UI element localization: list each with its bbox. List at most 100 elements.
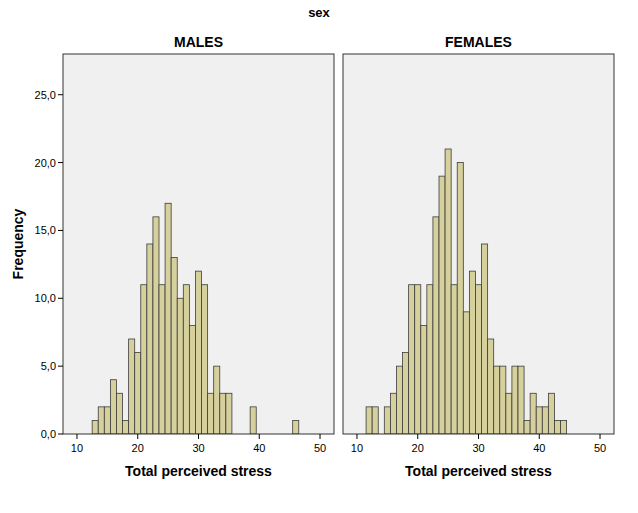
bar — [293, 420, 299, 434]
bar — [153, 217, 159, 434]
bar — [554, 420, 560, 434]
bar — [524, 420, 530, 434]
bar — [415, 285, 421, 434]
bar — [135, 353, 141, 434]
bar — [506, 393, 512, 434]
bar — [189, 325, 195, 434]
bar — [445, 149, 451, 434]
y-tick-label: 10,0 — [35, 292, 56, 304]
bar — [220, 393, 226, 434]
plot-frame — [343, 54, 614, 434]
x-tick-label: 20 — [412, 442, 424, 454]
bar — [488, 339, 494, 434]
bar — [104, 407, 110, 434]
bar — [421, 325, 427, 434]
bar — [403, 353, 409, 434]
bar — [92, 420, 98, 434]
bar — [123, 420, 129, 434]
bar — [530, 393, 536, 434]
x-tick — [76, 434, 77, 439]
panel-title: MALES — [174, 34, 223, 50]
bar — [469, 271, 475, 434]
x-tick — [478, 434, 479, 439]
x-tick-label: 40 — [253, 442, 265, 454]
bar — [250, 407, 256, 434]
bar — [475, 285, 481, 434]
bar — [427, 285, 433, 434]
x-tick-label: 30 — [192, 442, 204, 454]
x-tick-label: 50 — [314, 442, 326, 454]
bar — [195, 271, 201, 434]
bar — [500, 366, 506, 434]
y-tick — [58, 162, 63, 163]
plot-frame — [63, 54, 334, 434]
x-tick — [600, 434, 601, 439]
bar — [372, 407, 378, 434]
title: sex — [308, 5, 330, 20]
bar — [98, 407, 104, 434]
bar — [171, 258, 177, 434]
bar — [409, 285, 415, 434]
bar — [177, 298, 183, 434]
y-tick-label: 15,0 — [35, 224, 56, 236]
plot-background — [343, 54, 614, 434]
bar — [433, 217, 439, 434]
bar — [494, 366, 500, 434]
y-tick — [58, 434, 63, 435]
x-tick-label: 10 — [351, 442, 363, 454]
bar — [439, 176, 445, 434]
x-tick — [539, 434, 540, 439]
bar — [110, 380, 116, 434]
x-tick — [356, 434, 357, 439]
bar — [141, 285, 147, 434]
bar — [390, 393, 396, 434]
x-tick-label: 40 — [533, 442, 545, 454]
y-tick — [58, 298, 63, 299]
bar — [384, 407, 390, 434]
bar — [457, 163, 463, 434]
x-tick — [198, 434, 199, 439]
x-tick — [137, 434, 138, 439]
y-tick-label: 20,0 — [35, 157, 56, 169]
bar — [214, 366, 220, 434]
x-axis-label: Total perceived stress — [405, 463, 552, 479]
panel-title: FEMALES — [445, 34, 512, 50]
bar — [159, 285, 165, 434]
bar — [451, 285, 457, 434]
bar — [116, 393, 122, 434]
bar — [561, 420, 567, 434]
y-tick — [58, 94, 63, 95]
bar — [165, 203, 171, 434]
x-tick-label: 20 — [132, 442, 144, 454]
bar — [208, 393, 214, 434]
x-tick-label: 10 — [71, 442, 83, 454]
y-tick-label: 0,0 — [41, 428, 56, 440]
x-tick — [417, 434, 418, 439]
bar — [396, 366, 402, 434]
chart: sex Frequency MALES 10 20 30 40 50 Total perceiv… — [0, 0, 638, 513]
bar — [536, 407, 542, 434]
x-tick — [320, 434, 321, 439]
x-tick-label: 50 — [594, 442, 606, 454]
bar — [548, 393, 554, 434]
bar — [147, 244, 153, 434]
bar — [512, 366, 518, 434]
bar — [542, 407, 548, 434]
bar — [366, 407, 372, 434]
bar — [226, 393, 232, 434]
x-tick-label: 30 — [472, 442, 484, 454]
y-tick-label: 5,0 — [41, 360, 56, 372]
bars — [366, 149, 567, 434]
bars — [92, 203, 299, 434]
bar — [183, 285, 189, 434]
y-axis-label: Frequency — [10, 208, 26, 279]
bar — [129, 339, 135, 434]
plot-background — [63, 54, 334, 434]
bar — [202, 285, 208, 434]
y-tick — [58, 230, 63, 231]
x-tick — [259, 434, 260, 439]
bar — [463, 312, 469, 434]
x-axis-label: Total perceived stress — [125, 463, 272, 479]
y-tick — [58, 366, 63, 367]
y-tick-label: 25,0 — [35, 89, 56, 101]
